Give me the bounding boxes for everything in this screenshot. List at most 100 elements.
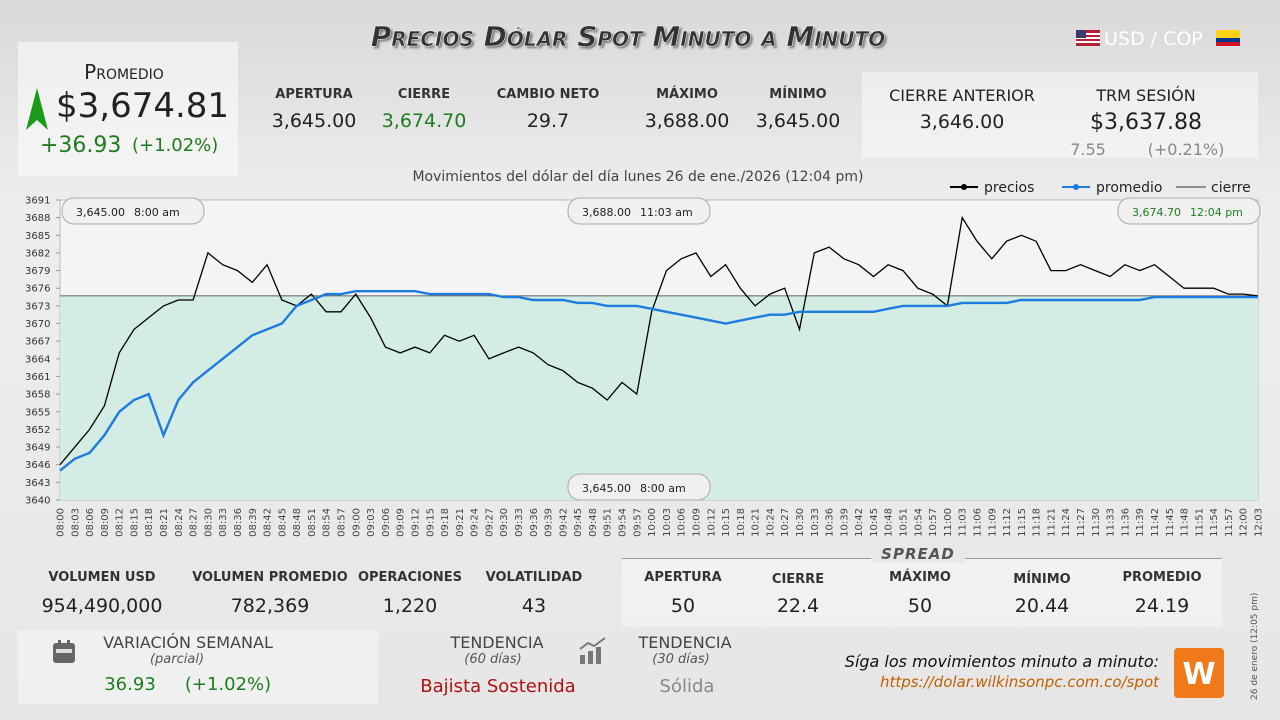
x-tick-label: 09:45 [573, 508, 584, 537]
timestamp: 26 de enero (12:05 pm) [1250, 592, 1260, 700]
trend30-value: Sólida [659, 676, 715, 697]
x-tick-label: 09:57 [632, 508, 643, 537]
x-tick-label: 10:57 [928, 508, 939, 537]
x-tick-label: 10:18 [736, 508, 747, 537]
spread-value: 24.19 [1134, 595, 1190, 617]
session-label: Mínimo [769, 87, 827, 102]
weekly-percent: (+1.02%) [184, 674, 272, 695]
x-tick-label: 10:51 [899, 508, 910, 537]
x-tick-label: 09:03 [366, 508, 377, 537]
y-tick-label: 3685 [25, 231, 50, 242]
annotation-time: 8:00 am [640, 482, 686, 495]
flag-us [1076, 30, 1100, 46]
volume-value: 43 [521, 595, 547, 617]
annotation-price: 3,645.00 [76, 206, 125, 219]
footer-link[interactable]: https://dolar.wilkinsonpc.com.co/spot [879, 673, 1159, 691]
x-tick-label: 08:51 [307, 508, 318, 537]
y-tick-label: 3661 [25, 372, 50, 383]
x-tick-label: 08:42 [263, 508, 274, 537]
volume-label: Volumen USD [48, 570, 156, 585]
x-tick-label: 08:12 [115, 508, 126, 537]
x-tick-label: 11:51 [1194, 508, 1205, 537]
x-tick-label: 09:06 [381, 508, 392, 537]
chart-subtitle: Movimientos del dólar del día lunes 26 d… [412, 169, 864, 185]
trm-change: 7.55 [1070, 140, 1106, 159]
y-tick-label: 3649 [25, 443, 50, 454]
weekly-value: 36.93 [104, 674, 156, 695]
session-label: Cierre [397, 87, 451, 102]
reference-fill [60, 295, 1258, 500]
promedio-value: $3,674.81 [56, 86, 230, 126]
x-tick-label: 09:51 [603, 508, 614, 537]
x-tick-label: 08:57 [337, 508, 348, 537]
legend-label: promedio [1096, 180, 1163, 196]
volume-value: 954,490,000 [41, 595, 163, 617]
weekly-label: Variación semanal [103, 633, 273, 652]
spread-value: 50 [670, 595, 696, 617]
x-tick-label: 08:00 [56, 508, 67, 537]
x-tick-label: 10:54 [913, 508, 924, 537]
x-tick-label: 11:03 [958, 508, 969, 537]
x-tick-label: 11:42 [1150, 508, 1161, 537]
spread-panel [622, 558, 1222, 627]
x-tick-label: 08:33 [218, 508, 229, 537]
x-tick-label: 11:06 [972, 508, 983, 537]
x-tick-label: 10:27 [780, 508, 791, 537]
svg-text:W: W [1182, 657, 1215, 692]
x-tick-label: 10:24 [765, 508, 776, 537]
x-tick-label: 09:21 [455, 508, 466, 537]
annotation-time: 12:04 pm [1190, 206, 1243, 219]
annotation-box [61, 197, 205, 225]
y-tick-label: 3670 [25, 319, 50, 330]
x-tick-label: 09:30 [499, 508, 510, 537]
x-tick-label: 08:21 [159, 508, 170, 537]
trend-icon [579, 637, 606, 664]
chart: 3640 3643 3646 3649 3652 3655 3658 3661 3664 3667… [25, 180, 1265, 537]
x-tick-label: 08:54 [322, 508, 333, 537]
trend60-label: Tendencia [450, 633, 544, 652]
x-tick-label: 10:00 [647, 508, 658, 537]
y-tick-label: 3679 [25, 266, 50, 277]
series-line [59, 215, 1259, 466]
x-tick-label: 08:45 [277, 508, 288, 537]
legend-dot [1073, 184, 1079, 190]
y-tick-label: 3682 [25, 248, 50, 259]
promedio-label: Promedio [84, 60, 164, 84]
x-tick-label: 09:24 [470, 508, 481, 537]
spread-label: Promedio [1122, 570, 1202, 585]
x-tick-label: 11:15 [1017, 508, 1028, 537]
x-tick-label: 11:27 [1076, 508, 1087, 537]
y-tick-label: 3673 [25, 301, 50, 312]
up-arrow [26, 88, 48, 130]
x-tick-label: 10:39 [839, 508, 850, 537]
x-tick-label: 09:09 [396, 508, 407, 537]
x-tick-label: 11:24 [1061, 508, 1072, 537]
weekly-sublabel: (parcial) [149, 652, 205, 667]
x-tick-label: 09:33 [514, 508, 525, 537]
x-tick-label: 11:48 [1180, 508, 1191, 537]
x-tick-label: 08:48 [292, 508, 303, 537]
x-tick-label: 09:18 [440, 508, 451, 537]
x-tick-label: 08:18 [144, 508, 155, 537]
y-tick-label: 3664 [25, 354, 50, 365]
session-value: 3,674.70 [381, 110, 467, 132]
spread-value: 20.44 [1014, 595, 1070, 617]
legend-label: cierre [1211, 180, 1251, 196]
session-value: 3,645.00 [271, 110, 357, 132]
annotation-time: 11:03 am [640, 206, 693, 219]
promedio-panel [18, 42, 238, 176]
y-tick-label: 3676 [25, 284, 50, 295]
x-tick-label: 11:21 [1046, 508, 1057, 537]
trend30-sublabel: (30 días) [652, 652, 710, 667]
session-value: 3,645.00 [755, 110, 841, 132]
weekly-panel [18, 630, 378, 704]
logo: W [1174, 648, 1224, 698]
annotation-box [567, 197, 711, 225]
annotation-box [567, 473, 711, 501]
promedio-percent: (+1.02%) [132, 135, 219, 156]
x-tick-label: 11:00 [943, 508, 954, 537]
trm-percent: (+0.21%) [1147, 140, 1225, 159]
spread-label: Máximo [889, 570, 951, 585]
session-value: 29.7 [526, 110, 570, 132]
x-tick-label: 11:09 [987, 508, 998, 537]
